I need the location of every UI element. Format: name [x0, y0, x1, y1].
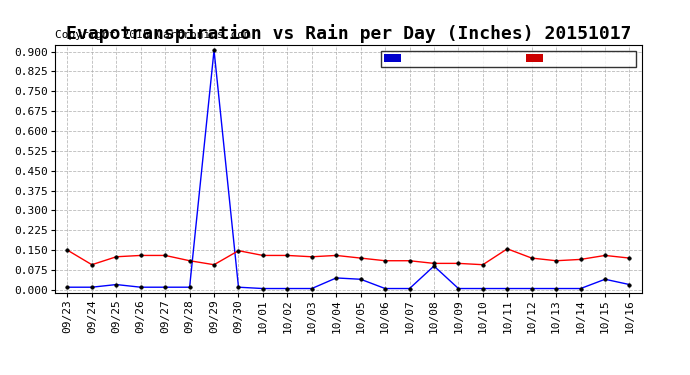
Legend: Rain  (Inches), ET  (Inches): Rain (Inches), ET (Inches) — [381, 51, 636, 68]
Text: Copyright 2015 Cartronics.com: Copyright 2015 Cartronics.com — [55, 30, 251, 40]
Title: Evapotranspiration vs Rain per Day (Inches) 20151017: Evapotranspiration vs Rain per Day (Inch… — [66, 24, 631, 44]
